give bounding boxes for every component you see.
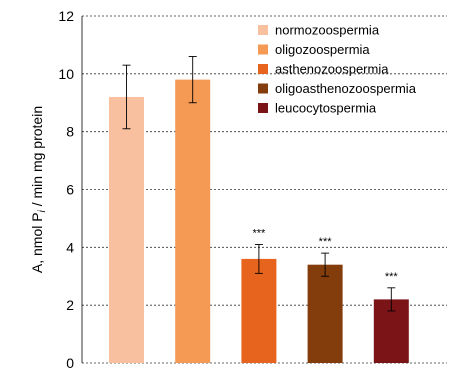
significance-labels: *** *** ***: [252, 227, 398, 282]
significance-label: ***: [319, 236, 333, 248]
bar-oligozoospermia: [175, 79, 211, 363]
y-tick-label: 0: [66, 355, 74, 368]
significance-label: ***: [385, 271, 399, 283]
legend-swatch: [258, 64, 268, 74]
legend: normozoospermia oligozoospermia asthenozoo…: [258, 23, 417, 116]
legend-label: asthenozoospermia: [275, 62, 389, 77]
y-axis-label-prefix: A, nmol P: [29, 212, 45, 273]
y-axis-label-suffix: / min mg protein: [29, 106, 45, 210]
bar-normozoospermia: [109, 96, 144, 363]
bars: [109, 79, 409, 363]
error-bars: [122, 56, 396, 312]
legend-label: oligoasthenozoospermia: [275, 81, 417, 96]
y-tick-label: 4: [66, 239, 74, 255]
legend-swatch: [258, 25, 268, 35]
bar-oligoasthenozoospermia: [307, 264, 343, 363]
y-tick-label: 8: [66, 124, 74, 140]
y-tick-label: 12: [58, 8, 74, 24]
legend-swatch: [258, 103, 268, 113]
y-axis-ticks: 0 2 4 6 8 10 12: [58, 8, 74, 368]
legend-label: leucocytospermia: [275, 101, 377, 116]
bar-asthenozoospermia: [241, 258, 277, 363]
y-tick-label: 6: [66, 182, 74, 198]
legend-swatch: [258, 44, 268, 55]
y-axis-label: A, nmol Pi / min mg protein: [29, 106, 48, 273]
significance-label: ***: [252, 227, 266, 239]
legend-swatch: [258, 83, 268, 94]
legend-label: normozoospermia: [275, 23, 380, 38]
y-tick-label: 10: [58, 66, 74, 82]
y-axis-label-subscript: i: [37, 209, 48, 212]
y-tick-label: 2: [66, 297, 74, 313]
legend-label: oligozoospermia: [275, 42, 370, 57]
